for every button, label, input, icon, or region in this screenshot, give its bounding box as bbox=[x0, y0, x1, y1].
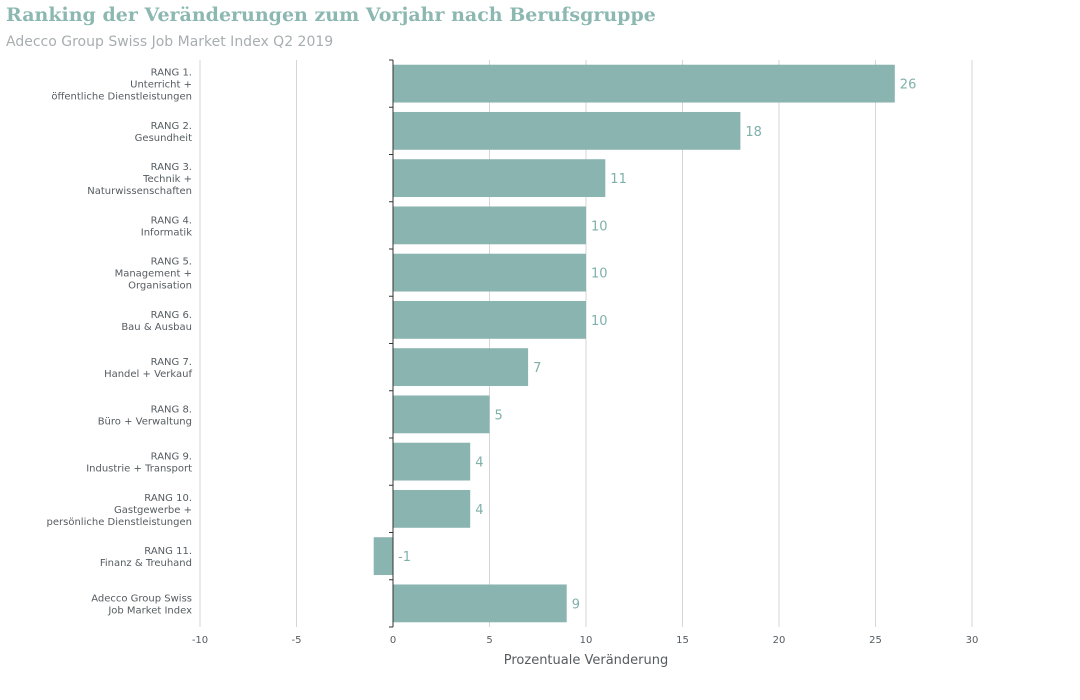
data-label: 18 bbox=[745, 125, 762, 140]
category-label: RANG 2. Gesundheit bbox=[135, 121, 192, 144]
bar bbox=[393, 489, 471, 528]
x-tick-label: -5 bbox=[292, 635, 302, 646]
data-label: 5 bbox=[495, 408, 503, 423]
data-label: 10 bbox=[591, 267, 608, 282]
x-tick-label: 20 bbox=[773, 635, 786, 646]
data-label: 26 bbox=[900, 78, 917, 93]
value-labels: 26 18 11 10 10 10 7 5 4 4 -1 9 bbox=[398, 78, 916, 613]
data-label: 10 bbox=[591, 219, 608, 234]
x-tick-labels: -10 -5 0 5 10 15 20 25 30 bbox=[192, 635, 979, 646]
data-label: 10 bbox=[591, 314, 608, 329]
x-axis-title: Prozentuale Veränderung bbox=[504, 653, 669, 668]
bar bbox=[393, 111, 741, 150]
bar bbox=[393, 348, 529, 387]
category-label: RANG 7. Handel + Verkauf bbox=[104, 357, 192, 380]
bar bbox=[393, 584, 567, 623]
category-label: RANG 8. Büro + Verwaltung bbox=[98, 404, 192, 427]
x-tick-label: 25 bbox=[869, 635, 882, 646]
data-label: 7 bbox=[533, 361, 541, 376]
bar bbox=[393, 300, 586, 339]
grid-lines bbox=[199, 60, 973, 627]
bar bbox=[393, 159, 606, 198]
data-label: 4 bbox=[475, 456, 483, 471]
chart-title: Ranking der Veränderungen zum Vorjahr na… bbox=[6, 4, 656, 26]
bar bbox=[393, 253, 586, 292]
data-label: 11 bbox=[610, 172, 627, 187]
bar bbox=[393, 395, 490, 434]
x-tick-label: 10 bbox=[580, 635, 593, 646]
x-tick-label: 15 bbox=[676, 635, 689, 646]
bar bbox=[393, 442, 471, 481]
bar bbox=[393, 206, 586, 245]
data-label: 9 bbox=[572, 597, 580, 612]
category-label: RANG 5. Management + Organisation bbox=[115, 257, 192, 292]
x-tick-label: 30 bbox=[966, 635, 979, 646]
category-label: RANG 10. Gastgewerbe + persönliche Dienstl… bbox=[47, 493, 192, 528]
category-label: RANG 6. Bau & Ausbau bbox=[121, 310, 192, 333]
bars bbox=[373, 64, 895, 623]
x-tick-label: 5 bbox=[486, 635, 492, 646]
data-label: -1 bbox=[398, 550, 411, 565]
category-label: Adecco Group Swiss Job Market Index bbox=[91, 593, 192, 616]
category-labels: RANG 1. Unterricht + öffentliche Dienstlei… bbox=[47, 68, 193, 617]
category-label: RANG 11. Finanz & Treuhand bbox=[100, 546, 192, 569]
x-tick-label: 0 bbox=[390, 635, 396, 646]
category-label: RANG 9. Industrie + Transport bbox=[86, 452, 192, 475]
category-label: RANG 1. Unterricht + öffentliche Dienstlei… bbox=[51, 68, 192, 103]
x-tick-label: -10 bbox=[192, 635, 208, 646]
chart-subtitle: Adecco Group Swiss Job Market Index Q2 2… bbox=[6, 34, 334, 50]
bar bbox=[373, 537, 393, 576]
y-axis bbox=[389, 59, 394, 628]
category-label: RANG 4. Informatik bbox=[141, 215, 192, 238]
category-label: RANG 3. Technik + Naturwissenschaften bbox=[87, 162, 192, 197]
bar bbox=[393, 64, 895, 103]
data-label: 4 bbox=[475, 503, 483, 518]
